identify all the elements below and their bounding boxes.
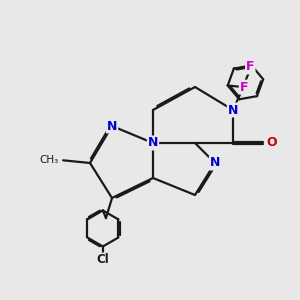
Text: O: O <box>267 136 277 149</box>
Text: N: N <box>148 136 158 149</box>
Text: N: N <box>210 157 220 169</box>
Text: F: F <box>246 60 254 74</box>
Text: Cl: Cl <box>97 254 109 266</box>
Text: N: N <box>107 119 117 133</box>
Text: N: N <box>228 103 238 116</box>
Text: CH₃: CH₃ <box>39 155 58 165</box>
Text: F: F <box>240 81 248 94</box>
